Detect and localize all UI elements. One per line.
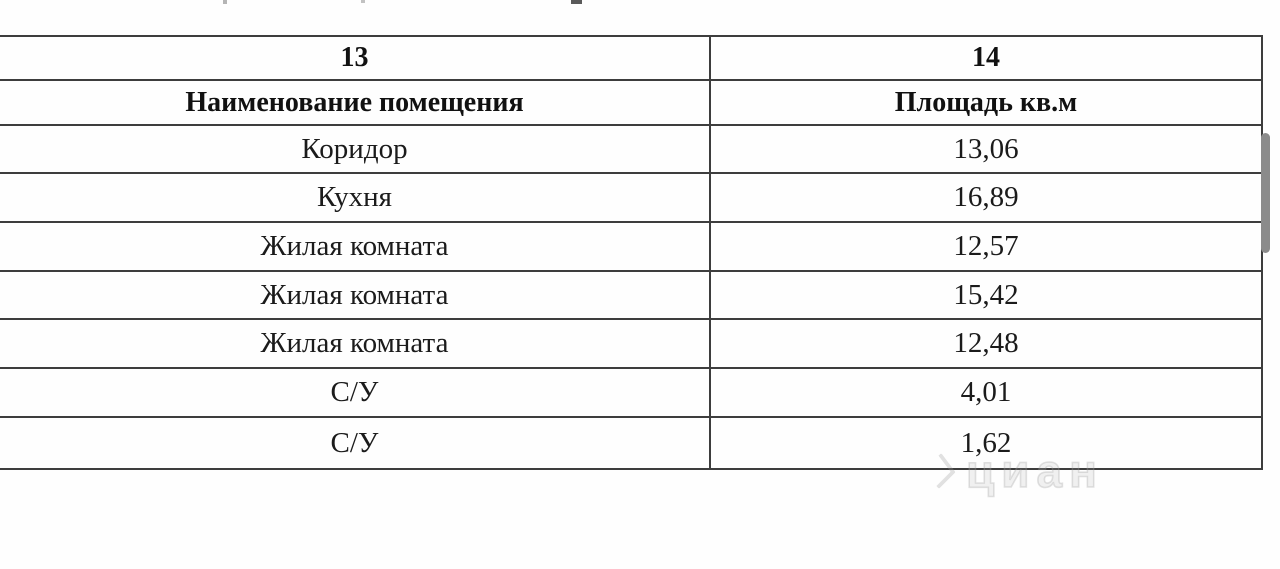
table-row: Жилая комната 15,42	[0, 272, 1261, 320]
room-name-cell: Кухня	[0, 174, 711, 221]
room-name-cell: Жилая комната	[0, 223, 711, 270]
table-row: Кухня 16,89	[0, 174, 1261, 223]
area-cell: 12,48	[953, 327, 1019, 359]
table-row: С/У 1,62	[0, 418, 1261, 468]
room-name-cell: Жилая комната	[0, 272, 711, 318]
table-row: С/У 4,01	[0, 369, 1261, 418]
cropped-text-fragment	[223, 0, 227, 4]
area-cell: 1,62	[960, 426, 1012, 459]
header-row: Наименование помещения Площадь кв.м	[0, 81, 1261, 126]
room-name-cell: Коридор	[0, 126, 711, 172]
table-row: Жилая комната 12,48	[0, 320, 1261, 369]
column-number-row: 13 14	[0, 37, 1261, 81]
scrollbar-thumb[interactable]	[1261, 133, 1270, 253]
room-name-cell: С/У	[0, 369, 711, 416]
column-number-13: 13	[0, 37, 711, 79]
rooms-table: 13 14 Наименование помещения Площадь кв.…	[0, 35, 1263, 470]
area-cell: 15,42	[953, 278, 1019, 311]
table-row: Жилая комната 12,57	[0, 223, 1261, 272]
table-row: Коридор 13,06	[0, 126, 1261, 174]
area-cell: 4,01	[960, 376, 1012, 408]
area-header: Площадь кв.м	[894, 86, 1078, 118]
area-cell: 16,89	[953, 181, 1019, 213]
room-name-header: Наименование помещения	[0, 81, 711, 124]
cropped-text-fragment	[361, 0, 365, 3]
cropped-text-fragment	[571, 0, 582, 4]
area-cell: 12,57	[953, 230, 1019, 262]
area-cell: 13,06	[953, 132, 1019, 165]
column-number-14: 14	[972, 42, 1000, 73]
room-name-cell: С/У	[0, 418, 711, 468]
room-name-cell: Жилая комната	[0, 320, 711, 367]
